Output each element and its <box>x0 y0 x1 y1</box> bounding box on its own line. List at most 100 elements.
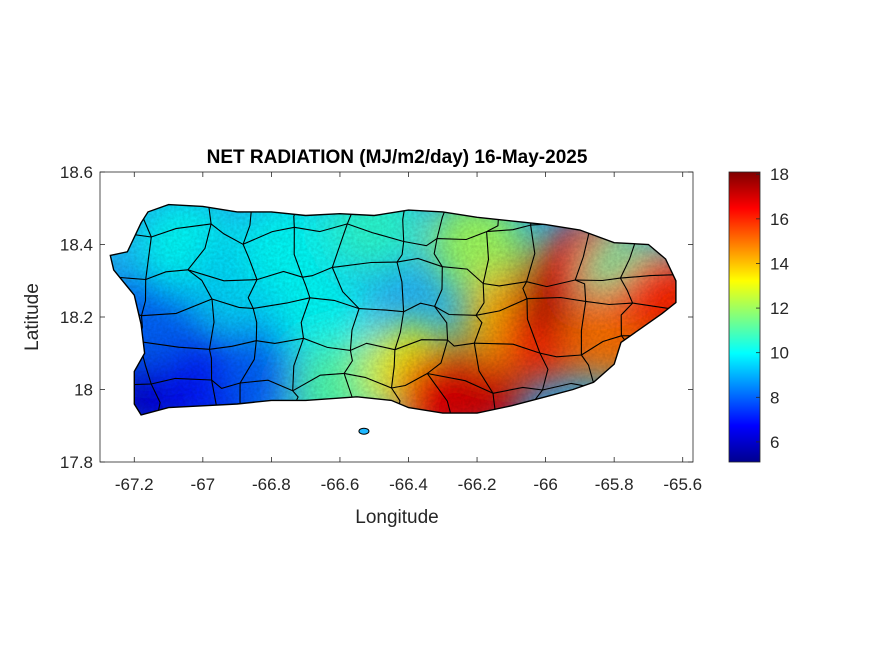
municipal-boundary <box>145 269 188 281</box>
colorbar-ticks: 6 8 10 12 14 16 18 <box>756 165 789 452</box>
municipal-boundary <box>211 298 254 309</box>
municipal-boundary <box>347 223 404 243</box>
municipal-boundary <box>492 386 543 394</box>
municipal-boundary <box>242 244 258 280</box>
municipal-boundary <box>486 224 531 233</box>
municipal-boundary <box>434 305 477 316</box>
municipal-boundary <box>574 279 587 302</box>
map-axes: -67.2 -67 -66.8 -66.6 -66.4 -66.2 -66 -65.8 -65.… <box>60 163 702 494</box>
municipal-boundary <box>473 314 483 344</box>
municipal-boundary <box>150 383 161 415</box>
colorbar-tick-label: 8 <box>770 388 779 407</box>
x-tick-label: -66.4 <box>389 475 428 494</box>
municipal-boundary <box>580 301 587 355</box>
colorbar-gradient <box>728 171 761 463</box>
y-axis-ticks: 17.8 18 18.2 18.4 18.6 <box>60 163 693 472</box>
municipal-boundary <box>253 297 311 309</box>
municipal-boundary <box>396 261 405 312</box>
municipal-boundary <box>292 338 305 391</box>
municipal-boundary <box>433 238 443 267</box>
municipal-boundary <box>581 335 622 356</box>
municipal-boundary <box>303 337 351 351</box>
municipal-boundary <box>293 227 304 278</box>
municipal-boundary <box>145 236 152 280</box>
colorbar-tick-label: 12 <box>770 299 789 318</box>
municipal-boundary <box>482 231 490 284</box>
y-tick-label: 18 <box>74 381 93 400</box>
municipal-boundary <box>475 298 528 316</box>
municipal-boundary <box>209 340 257 350</box>
x-axis-label: Longitude <box>355 507 438 528</box>
municipal-boundary <box>526 225 536 282</box>
municipal-boundary <box>619 277 634 304</box>
municipal-boundary <box>442 266 484 284</box>
municipal-boundary <box>394 339 448 351</box>
municipal-boundary <box>434 266 443 307</box>
x-tick-label: -65.6 <box>663 475 702 494</box>
municipal-boundary <box>359 308 404 313</box>
municipal-boundary <box>403 302 435 313</box>
x-tick-label: -66 <box>533 475 558 494</box>
municipal-boundary <box>620 302 633 336</box>
municipal-boundary <box>140 279 147 316</box>
municipal-boundary <box>210 223 244 245</box>
y-tick-label: 18.4 <box>60 236 93 255</box>
municipal-boundary <box>151 377 212 385</box>
municipal-boundary <box>526 296 586 302</box>
colorbar-tick-label: 14 <box>770 254 789 273</box>
islets <box>358 427 370 435</box>
municipal-boundary <box>300 297 311 339</box>
municipal-boundary <box>302 266 333 278</box>
municipal-boundary <box>151 223 212 238</box>
municipal-boundary <box>252 308 258 341</box>
island-outline <box>109 203 677 416</box>
municipal-boundary <box>141 298 213 317</box>
x-tick-label: -66.8 <box>252 475 291 494</box>
colorbar-tick-label: 16 <box>770 210 789 229</box>
municipal-boundary <box>391 373 428 389</box>
municipal-boundary <box>526 279 576 288</box>
municipal-boundary <box>585 300 633 306</box>
municipal-boundary <box>90 278 97 305</box>
municipal-boundary <box>426 339 449 374</box>
colorbar-tick-label: 6 <box>770 433 779 452</box>
municipal-boundary <box>187 269 213 300</box>
municipal-boundary <box>187 223 212 271</box>
municipal-boundary <box>436 204 455 239</box>
municipal-boundary <box>256 270 303 281</box>
municipal-boundary <box>139 341 210 350</box>
municipal-boundary <box>402 204 409 242</box>
municipal-boundary <box>331 223 348 268</box>
y-tick-label: 18.6 <box>60 163 93 182</box>
municipal-boundary <box>240 379 293 392</box>
municipal-boundary <box>396 241 405 263</box>
municipal-boundary <box>208 349 213 381</box>
municipal-boundary <box>187 269 258 282</box>
municipal-boundary <box>208 298 215 350</box>
municipal-boundary <box>436 231 487 241</box>
y-axis-label: Latitude <box>22 283 43 351</box>
x-tick-label: -66.2 <box>458 475 497 494</box>
x-tick-label: -67 <box>191 475 216 494</box>
municipal-boundary <box>294 223 348 233</box>
municipal-boundary <box>427 372 494 394</box>
x-axis-ticks: -67.2 -67 -66.8 -66.6 -66.4 -66.2 -66 -65.8 -65.… <box>115 172 702 494</box>
municipal-boundary <box>447 339 475 347</box>
municipal-boundary <box>483 281 527 287</box>
y-tick-label: 18.2 <box>60 308 93 327</box>
municipal-boundary <box>350 342 396 351</box>
x-tick-label: -66.6 <box>321 475 360 494</box>
municipal-boundary <box>343 372 392 389</box>
x-tick-label: -65.8 <box>595 475 634 494</box>
colorbar-tick-label: 10 <box>770 344 789 363</box>
municipal-boundary <box>473 343 494 394</box>
municipal-boundary <box>349 308 360 351</box>
municipal-boundary <box>475 283 485 316</box>
municipal-boundary <box>434 306 449 341</box>
municipal-boundary <box>580 354 596 389</box>
municipal-boundary <box>426 373 456 415</box>
colorbar-tick-label: 18 <box>770 165 789 184</box>
municipal-boundary <box>539 352 582 358</box>
municipal-boundary <box>301 276 311 298</box>
